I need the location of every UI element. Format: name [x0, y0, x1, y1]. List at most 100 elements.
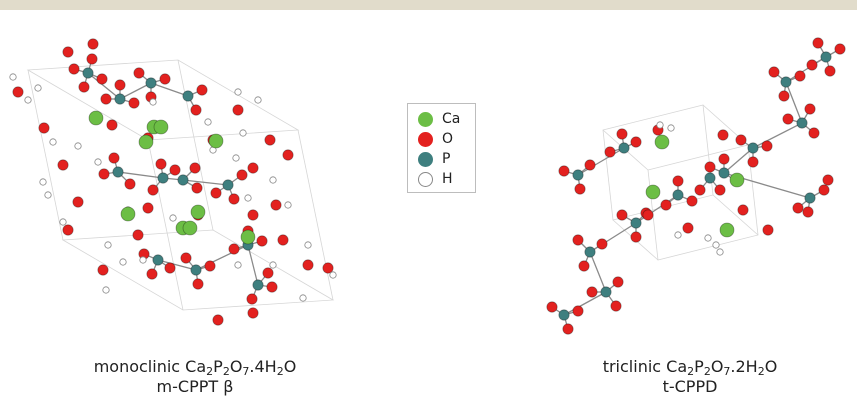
- o-atom: [192, 278, 204, 290]
- o-swatch-icon: [418, 131, 433, 147]
- bond: [589, 222, 637, 253]
- o-atom: [682, 222, 694, 234]
- h-atom: [119, 258, 127, 266]
- bond: [785, 81, 803, 124]
- o-atom: [612, 276, 624, 288]
- p-atom: [222, 179, 234, 191]
- o-atom: [762, 224, 774, 236]
- caption-monoclinic: monoclinic Ca2P2O7.4H2O m-CPPT β: [60, 357, 330, 397]
- h-atom: [674, 231, 682, 239]
- o-atom: [210, 187, 222, 199]
- o-atom: [72, 196, 84, 208]
- p-atom: [145, 77, 157, 89]
- o-atom: [558, 165, 570, 177]
- h-atom: [204, 118, 212, 126]
- o-atom: [302, 259, 314, 271]
- ca-atom: [138, 134, 154, 150]
- bond: [182, 179, 229, 186]
- h-atom: [169, 214, 177, 222]
- h-atom: [244, 194, 252, 202]
- o-atom: [96, 73, 108, 85]
- monoclinic-structure-diagram: [9, 38, 337, 326]
- top-divider: [0, 0, 857, 10]
- ca-atom: [88, 110, 104, 126]
- h-atom: [94, 158, 102, 166]
- o-atom: [782, 113, 794, 125]
- o-atom: [270, 199, 282, 211]
- o-atom: [189, 162, 201, 174]
- o-atom: [761, 140, 773, 152]
- h-atom: [254, 96, 262, 104]
- o-atom: [62, 46, 74, 58]
- legend-item-o: O: [418, 130, 453, 148]
- o-atom: [672, 175, 684, 187]
- h-atom: [234, 261, 242, 269]
- o-atom: [228, 243, 240, 255]
- o-atom: [57, 159, 69, 171]
- p-atom: [718, 167, 730, 179]
- o-atom: [596, 238, 608, 250]
- bond: [195, 244, 249, 271]
- p-atom: [780, 76, 792, 88]
- p-atom: [558, 309, 570, 321]
- o-atom: [574, 183, 586, 195]
- legend-label: Ca: [442, 111, 461, 127]
- o-atom: [808, 127, 820, 139]
- h-atom: [24, 96, 32, 104]
- o-atom: [735, 134, 747, 146]
- o-atom: [86, 53, 98, 65]
- p-atom: [804, 192, 816, 204]
- o-atom: [834, 43, 846, 55]
- o-atom: [616, 128, 628, 140]
- p-atom: [747, 142, 759, 154]
- o-atom: [204, 260, 216, 272]
- o-atom: [97, 264, 109, 276]
- h-atom: [49, 138, 57, 146]
- o-atom: [247, 162, 259, 174]
- chemical-formula: Ca2P2O7.4H2O: [185, 357, 297, 378]
- o-atom: [159, 73, 171, 85]
- o-atom: [147, 184, 159, 196]
- h-atom: [284, 201, 292, 209]
- ca-atom: [240, 229, 256, 245]
- o-atom: [660, 199, 672, 211]
- bond: [119, 82, 152, 100]
- h-atom: [712, 241, 720, 249]
- bond: [247, 244, 259, 286]
- bond: [563, 291, 607, 316]
- o-atom: [717, 129, 729, 141]
- legend-label: P: [442, 151, 451, 167]
- o-atom: [191, 182, 203, 194]
- o-atom: [322, 262, 334, 274]
- o-atom: [266, 281, 278, 293]
- legend-label: H: [442, 171, 453, 187]
- o-atom: [228, 193, 240, 205]
- o-atom: [68, 63, 80, 75]
- h-atom: [239, 129, 247, 137]
- bond: [785, 56, 827, 83]
- bond: [117, 171, 164, 179]
- p-atom: [796, 117, 808, 129]
- o-atom: [812, 37, 824, 49]
- o-atom: [247, 307, 259, 319]
- p-atom: [114, 93, 126, 105]
- h-atom: [329, 271, 337, 279]
- o-atom: [124, 178, 136, 190]
- caption-formula-line: monoclinic Ca2P2O7.4H2O: [93, 357, 297, 378]
- h-atom: [104, 241, 112, 249]
- o-atom: [546, 301, 558, 313]
- ca-atom: [645, 184, 661, 200]
- p-atom: [672, 189, 684, 201]
- o-atom: [586, 286, 598, 298]
- o-atom: [572, 305, 584, 317]
- h-atom: [704, 234, 712, 242]
- p-atom: [252, 279, 264, 291]
- o-atom: [604, 146, 616, 158]
- h-atom: [232, 154, 240, 162]
- ca-atom: [719, 222, 735, 238]
- o-atom: [38, 122, 50, 134]
- o-atom: [694, 184, 706, 196]
- p-atom: [182, 90, 194, 102]
- legend-item-h: H: [418, 170, 453, 188]
- o-atom: [824, 65, 836, 77]
